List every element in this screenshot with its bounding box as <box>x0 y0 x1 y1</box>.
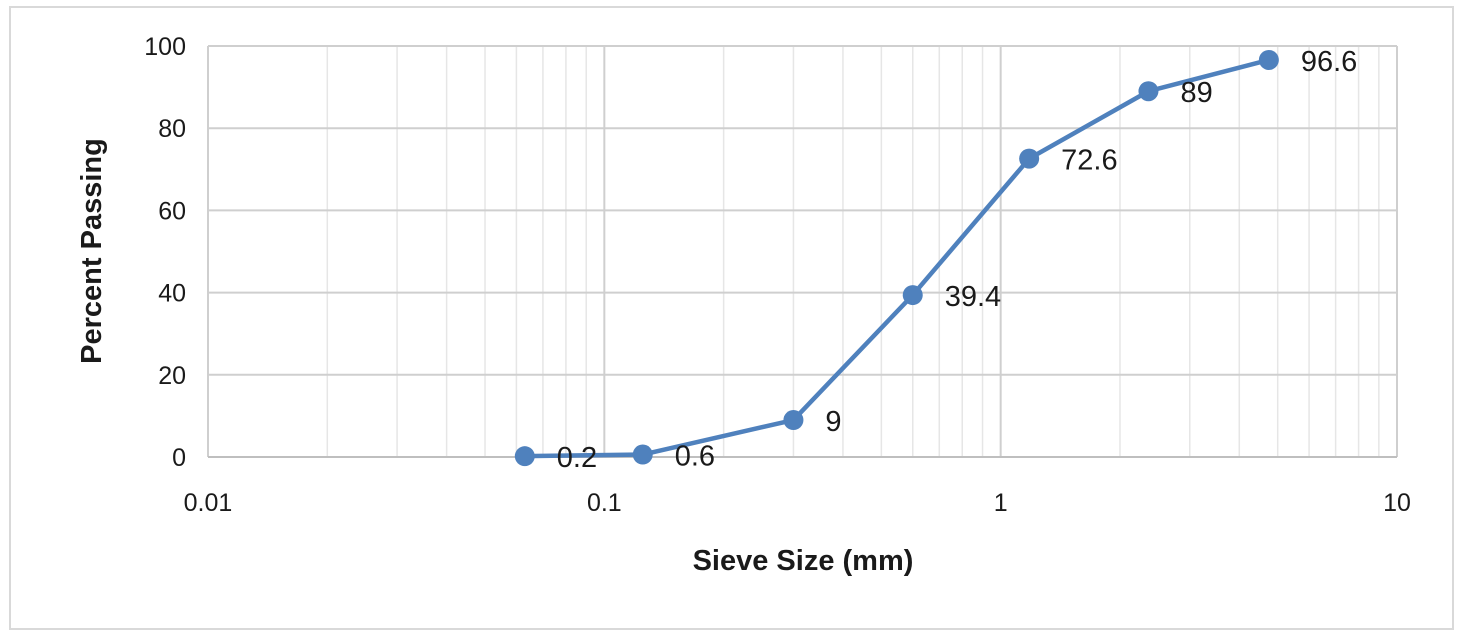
chart-frame <box>9 6 1454 630</box>
y-tick-label: 0 <box>172 444 186 472</box>
x-tick-label: 1 <box>994 489 1008 517</box>
series-line <box>524 57 1270 459</box>
data-label: 39.4 <box>945 281 1001 313</box>
data-point <box>1019 148 1040 169</box>
series-layer <box>514 49 1279 467</box>
y-tick-label: 80 <box>158 115 186 143</box>
label-layer: 0.2 0.6 9 39.4 72.6 89 96.6 <box>557 46 1358 474</box>
x-axis-title: Sieve Size (mm) <box>693 545 914 577</box>
data-point <box>1138 81 1159 102</box>
x-tick-label: 10 <box>1383 489 1411 517</box>
grid-layer <box>207 45 1398 457</box>
y-tick-label: 40 <box>158 280 186 308</box>
data-label: 96.6 <box>1301 46 1357 78</box>
data-point <box>514 446 535 467</box>
data-label: 72.6 <box>1061 145 1117 177</box>
x-tick-label: 0.1 <box>587 489 622 517</box>
data-point <box>902 285 923 306</box>
data-label: 9 <box>825 406 841 438</box>
data-label: 0.6 <box>675 441 715 473</box>
axis-layer: 0 20 40 60 80 100 0.01 0.1 1 10 <box>144 33 1411 517</box>
data-point <box>1258 49 1279 70</box>
data-point <box>783 410 804 431</box>
data-label: 0.2 <box>557 442 597 474</box>
data-label: 89 <box>1180 77 1212 109</box>
y-tick-label: 20 <box>158 362 186 390</box>
y-tick-label: 60 <box>158 197 186 225</box>
x-tick-label: 0.01 <box>184 489 233 517</box>
y-tick-label: 100 <box>144 33 186 61</box>
y-axis-title: Percent Passing <box>76 138 108 364</box>
data-point <box>632 444 653 465</box>
